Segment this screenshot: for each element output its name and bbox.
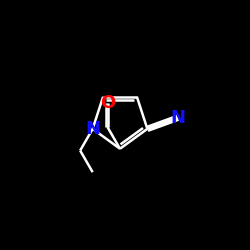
Text: N: N — [170, 109, 186, 127]
Text: N: N — [85, 120, 100, 138]
Text: O: O — [100, 94, 115, 112]
